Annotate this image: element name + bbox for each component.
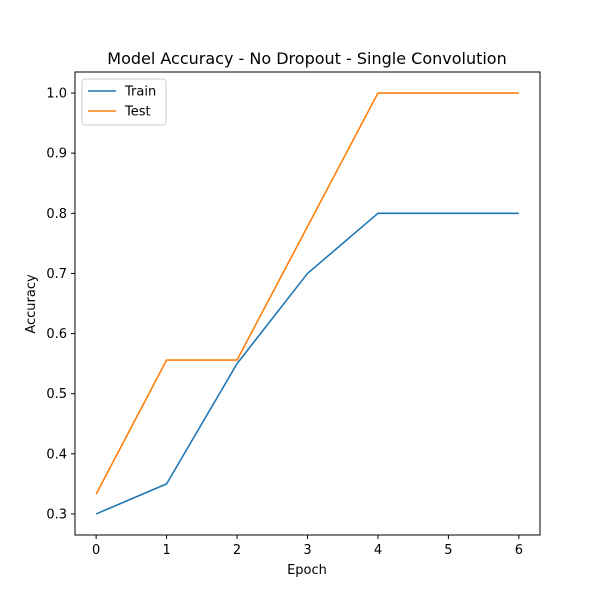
y-tick-label: 0.4: [46, 447, 67, 462]
series-line-train: [95, 212, 519, 515]
y-tick-label: 0.7: [46, 267, 67, 282]
y-tick-label: 0.5: [46, 387, 67, 402]
y-tick-label: 1.0: [46, 87, 67, 102]
y-tick-label: 0.8: [46, 207, 67, 222]
plot-frame: [74, 71, 541, 536]
chart-title: Model Accuracy - No Dropout - Single Con…: [107, 49, 506, 68]
x-tick-label: 6: [515, 543, 523, 558]
legend: Train Test: [81, 78, 167, 126]
x-tick-label: 3: [303, 543, 311, 558]
y-tick-label: 0.3: [46, 507, 67, 522]
legend-label-train: Train: [124, 85, 156, 100]
series-line-test: [95, 92, 519, 495]
legend-label-test: Test: [124, 105, 151, 120]
x-tick-label: 1: [162, 543, 170, 558]
plot-area: [74, 71, 541, 536]
x-tick-label: 4: [374, 543, 382, 558]
x-tick-label: 0: [92, 543, 100, 558]
y-tick-label: 0.6: [46, 327, 67, 342]
y-axis-label: Accuracy: [24, 274, 39, 334]
x-axis-ticks: 0 1 2 3 4 5 6: [92, 535, 523, 558]
series-lines: [95, 92, 519, 515]
x-tick-label: 5: [444, 543, 452, 558]
y-axis-ticks: 0.3 0.4 0.5 0.6 0.7 0.8 0.9 1.0: [46, 87, 75, 522]
x-tick-label: 2: [233, 543, 241, 558]
x-axis-label: Epoch: [287, 563, 327, 578]
y-tick-label: 0.9: [46, 147, 67, 162]
